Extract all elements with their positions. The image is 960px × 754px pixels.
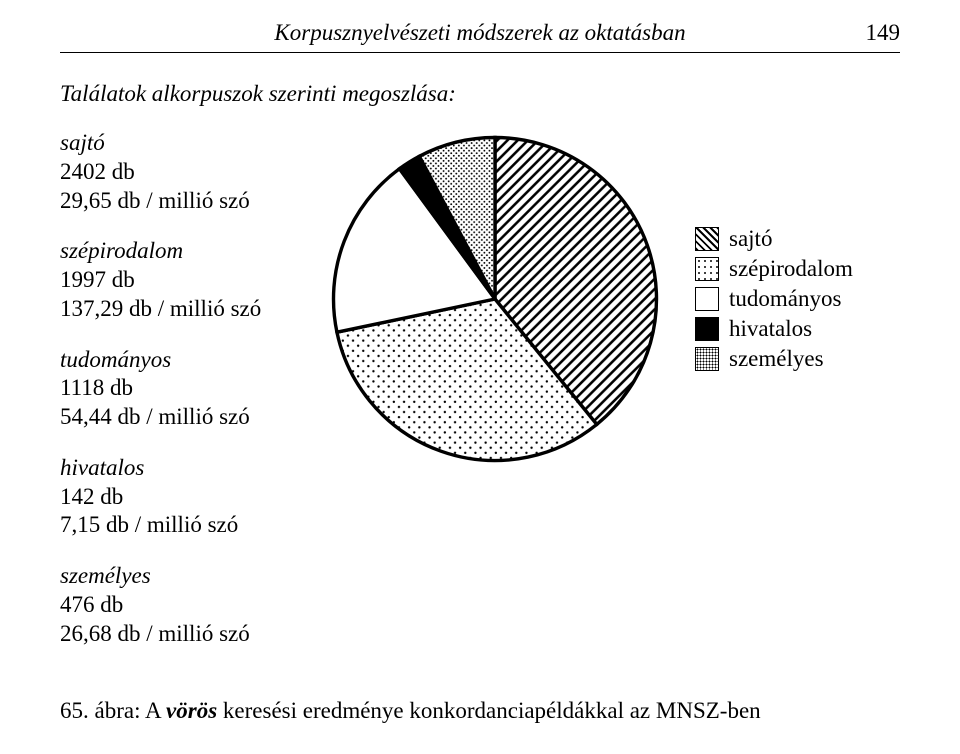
- category-label: személyes: [60, 562, 315, 591]
- category-count: 1118 db: [60, 374, 315, 403]
- legend-item-szepirodalom: szépirodalom: [695, 256, 853, 282]
- category-block-sajto: sajtó 2402 db 29,65 db / millió szó: [60, 129, 315, 215]
- legend-label: tudományos: [729, 286, 841, 312]
- category-block-szepirodalom: szépirodalom 1997 db 137,29 db / millió …: [60, 237, 315, 323]
- legend-item-tudomanyos: tudományos: [695, 286, 853, 312]
- legend-label: szépirodalom: [729, 256, 853, 282]
- category-count: 1997 db: [60, 266, 315, 295]
- legend-label: személyes: [729, 346, 824, 372]
- legend-swatch: [695, 347, 719, 371]
- legend-swatch: [695, 287, 719, 311]
- running-head: Korpusznyelvészeti módszerek az oktatásb…: [60, 20, 900, 53]
- chart-column: sajtó szépirodalom tudományos hivatalos …: [315, 129, 900, 469]
- figure-caption: 65. ábra: A vörös keresési eredménye kon…: [60, 698, 900, 724]
- category-rate: 29,65 db / millió szó: [60, 187, 315, 216]
- legend-swatch: [695, 257, 719, 281]
- category-block-szemelyes: személyes 476 db 26,68 db / millió szó: [60, 562, 315, 648]
- page: Korpusznyelvészeti módszerek az oktatásb…: [0, 0, 960, 754]
- legend-swatch: [695, 227, 719, 251]
- category-rate: 26,68 db / millió szó: [60, 620, 315, 649]
- category-rate: 137,29 db / millió szó: [60, 295, 315, 324]
- category-label: hivatalos: [60, 454, 315, 483]
- category-block-hivatalos: hivatalos 142 db 7,15 db / millió szó: [60, 454, 315, 540]
- category-label: szépirodalom: [60, 237, 315, 266]
- legend-label: sajtó: [729, 226, 772, 252]
- legend-item-szemelyes: személyes: [695, 346, 853, 372]
- category-count: 2402 db: [60, 158, 315, 187]
- legend-swatch: [695, 317, 719, 341]
- main-content: sajtó 2402 db 29,65 db / millió szó szép…: [60, 129, 900, 670]
- category-label: sajtó: [60, 129, 315, 158]
- legend-item-sajto: sajtó: [695, 226, 853, 252]
- caption-rest: keresési eredménye konkordanciapéldákkal…: [217, 698, 760, 723]
- category-count: 142 db: [60, 483, 315, 512]
- caption-prefix: A: [145, 698, 166, 723]
- left-column: sajtó 2402 db 29,65 db / millió szó szép…: [60, 129, 315, 670]
- pie-chart: [325, 129, 665, 469]
- running-title: Korpusznyelvészeti módszerek az oktatásb…: [274, 20, 685, 46]
- legend-label: hivatalos: [729, 316, 812, 342]
- category-block-tudomanyos: tudományos 1118 db 54,44 db / millió szó: [60, 346, 315, 432]
- category-count: 476 db: [60, 591, 315, 620]
- legend: sajtó szépirodalom tudományos hivatalos …: [695, 222, 853, 376]
- legend-item-hivatalos: hivatalos: [695, 316, 853, 342]
- category-rate: 7,15 db / millió szó: [60, 511, 315, 540]
- section-title: Találatok alkorpuszok szerinti megoszlás…: [60, 81, 900, 107]
- figure-number: 65. ábra:: [60, 698, 145, 723]
- category-label: tudományos: [60, 346, 315, 375]
- caption-keyword: vörös: [166, 698, 217, 723]
- category-rate: 54,44 db / millió szó: [60, 403, 315, 432]
- page-number: 149: [866, 20, 901, 46]
